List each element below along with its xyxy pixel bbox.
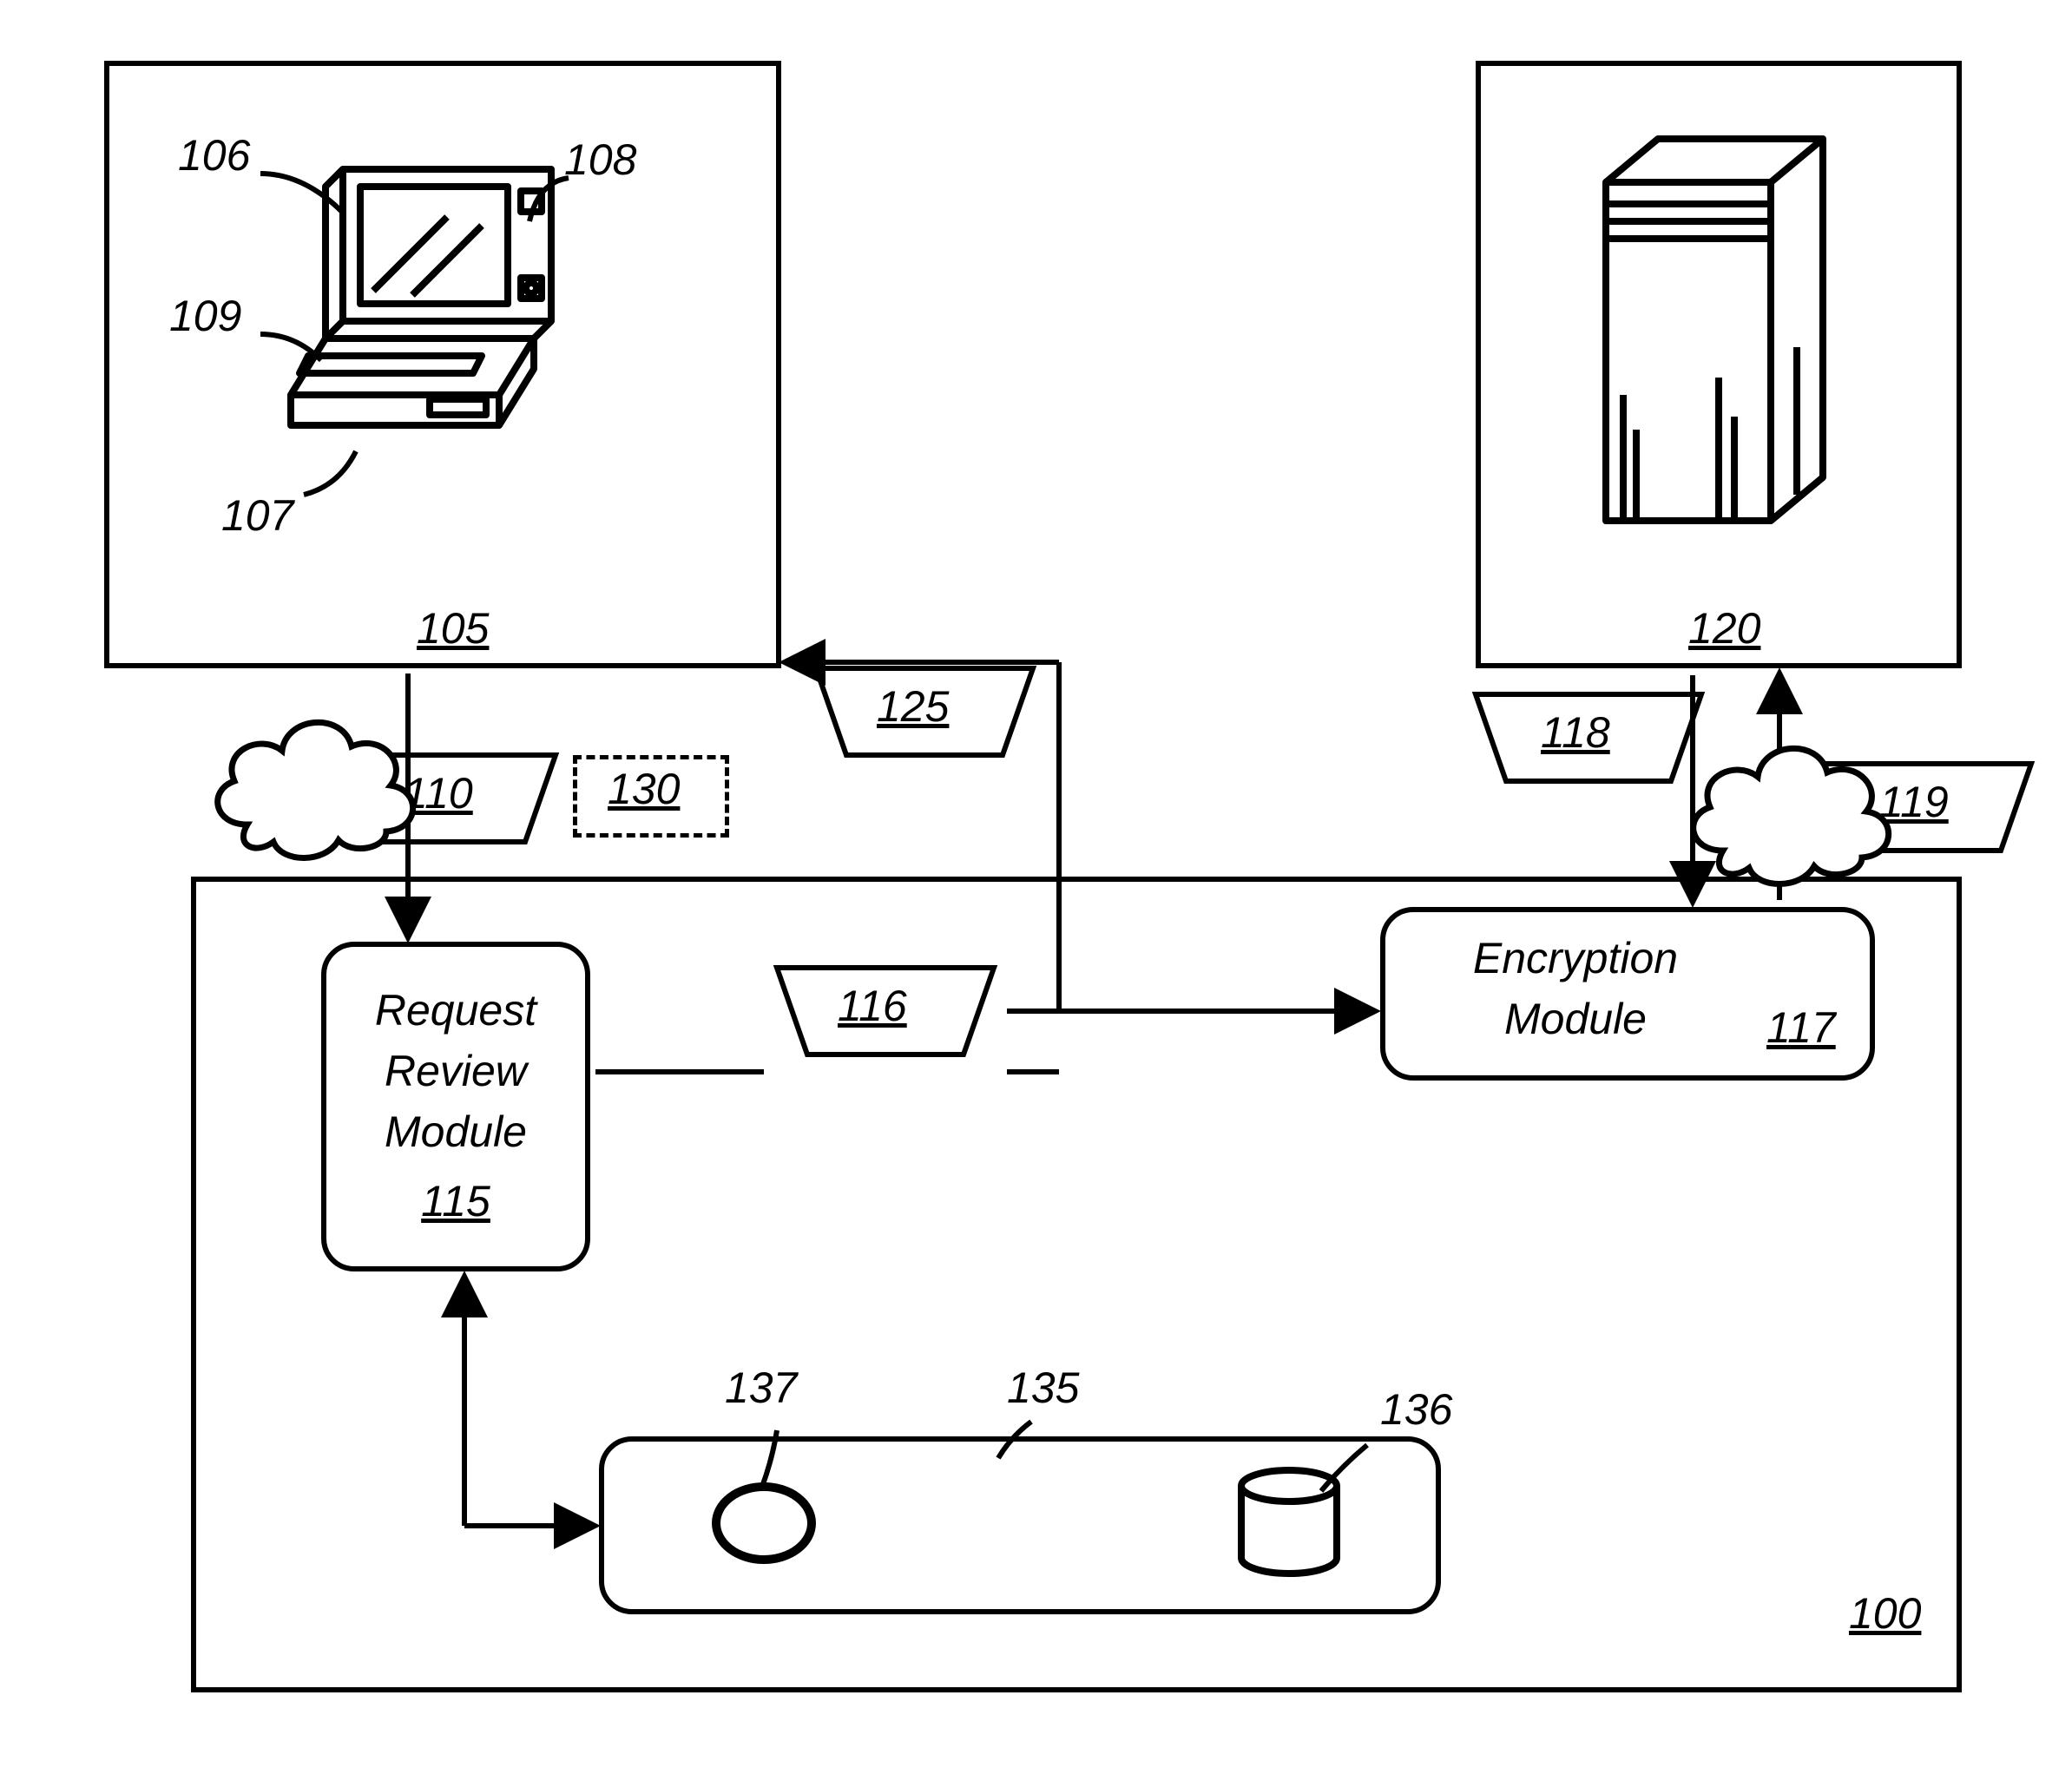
- cloud-left-icon: [200, 694, 425, 868]
- cloud-right-icon: [1675, 720, 1901, 894]
